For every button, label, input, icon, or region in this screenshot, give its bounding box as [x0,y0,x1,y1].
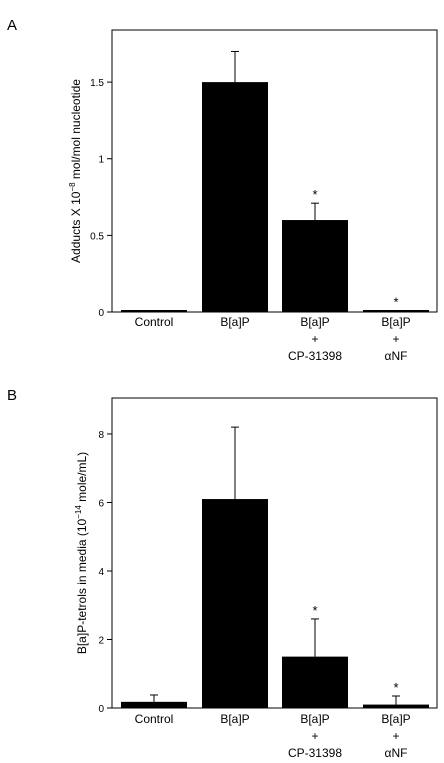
panel-b-plot-frame [111,397,438,709]
panel-b-y-tick-label: 4 [98,567,104,578]
panel-a-significance-mark: * [393,294,398,309]
panel-a-category-label: αNF [385,349,408,363]
panel-b-category-label: B[a]P [300,712,329,726]
panel-a-y-tick-label: 1 [98,155,104,166]
panel-b-category-label: B[a]P [381,712,410,726]
panel-b-y-axis-label: B[a]P-tetrols in media (10−14 mole/mL) [74,452,89,654]
panel-a-bar [121,310,187,312]
panel-a-significance-mark: * [312,187,317,202]
panel-b-bar [282,656,348,708]
panel-b-y-tick-label: 6 [98,498,104,509]
panel-a-category-label: B[a]P [300,315,329,329]
panel-b-bar [202,499,268,708]
panel-a-category-label: B[a]P [381,315,410,329]
panel-b-category-label: αNF [385,746,408,760]
panel-a-y-tick-label: 0.5 [90,231,104,242]
panel-b-y-tick-label: 0 [98,704,104,715]
panel-a-bar [282,220,348,312]
panel-b-category-label: + [392,729,399,743]
panel-a-category-label: Control [135,315,174,329]
panel-b-bar [363,704,429,708]
panel-b-significance-mark: * [393,680,398,695]
panel-b-bar [121,701,187,708]
panel-label-b: B [7,387,17,404]
panel-a-y-axis-label: Adducts X 10−8 mol/mol nucleotide [68,79,83,263]
panel-a-bar [363,310,429,312]
panel-b-y-tick-label: 8 [98,430,104,441]
panel-a-plot-frame [111,29,438,313]
panel-a-category-label: + [311,332,318,346]
panel-a-y-tick-label: 1.5 [90,78,104,89]
panel-b-category-label: Control [135,712,174,726]
panel-a-y-tick-label: 0 [98,308,104,319]
panel-a-bar [202,82,268,312]
panel-b-category-label: + [311,729,318,743]
panel-a-category-label: CP-31398 [288,349,342,363]
panel-a-category-label: + [392,332,399,346]
panel-b-category-label: B[a]P [220,712,249,726]
panel-label-a: A [7,17,17,34]
panel-b-category-label: CP-31398 [288,746,342,760]
panel-b-y-tick-label: 2 [98,635,104,646]
panel-a-category-label: B[a]P [220,315,249,329]
panel-b-significance-mark: * [312,603,317,618]
